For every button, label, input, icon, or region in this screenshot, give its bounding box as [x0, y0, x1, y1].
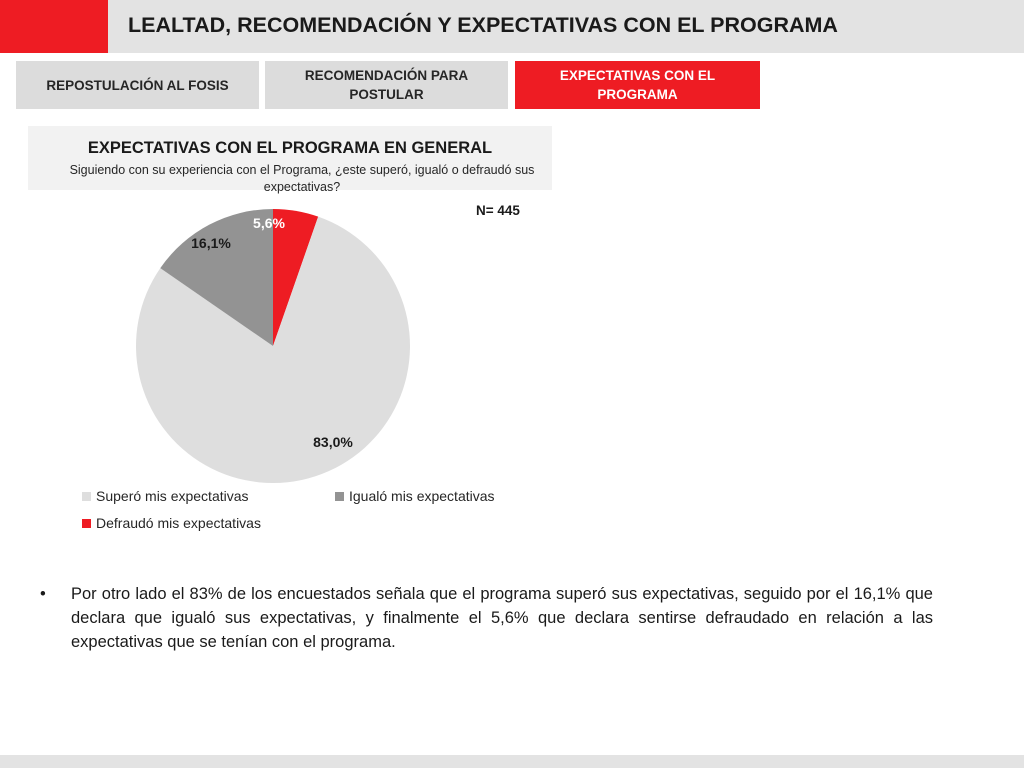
- page-title: LEALTAD, RECOMENDACIÓN Y EXPECTATIVAS CO…: [128, 13, 838, 37]
- tab-expectativas[interactable]: EXPECTATIVAS CON EL PROGRAMA: [515, 61, 760, 109]
- tab-label: REPOSTULACIÓN AL FOSIS: [46, 77, 229, 93]
- legend-item-igualo: Igualó mis expectativas: [335, 488, 495, 504]
- pie-chart: 5,6% 83,0% 16,1%: [136, 209, 411, 483]
- tab-repostulacion[interactable]: REPOSTULACIÓN AL FOSIS: [16, 61, 259, 109]
- summary-text: Por otro lado el 83% de los encuestados …: [71, 585, 933, 651]
- chart-subtitle: Siguiendo con su experiencia con el Prog…: [69, 163, 535, 194]
- legend-label: Superó mis expectativas: [96, 488, 249, 504]
- header-bar: [0, 0, 1024, 53]
- pie-slice-supero: [136, 216, 411, 483]
- tab-label: EXPECTATIVAS CON EL PROGRAMA: [559, 68, 716, 102]
- bullet-icon: •: [40, 585, 46, 603]
- header-accent-block: [0, 0, 108, 53]
- pie-data-label: 83,0%: [313, 434, 353, 450]
- chart-title: EXPECTATIVAS CON EL PROGRAMA EN GENERAL: [87, 139, 493, 157]
- pie-data-label: 16,1%: [191, 235, 231, 251]
- pie-slice-defraudo: [273, 209, 319, 346]
- legend-item-defraudo: Defraudó mis expectativas: [82, 515, 261, 531]
- legend-swatch: [82, 491, 91, 501]
- legend-label: Igualó mis expectativas: [349, 488, 495, 504]
- tab-recomendacion[interactable]: RECOMENDACIÓN PARA POSTULAR: [265, 61, 508, 109]
- legend-label: Defraudó mis expectativas: [96, 515, 261, 531]
- chart-header: EXPECTATIVAS CON EL PROGRAMA EN GENERAL …: [28, 126, 552, 194]
- footer-bar: [0, 755, 1024, 768]
- pie-data-label: 5,6%: [253, 215, 285, 231]
- legend-swatch: [335, 491, 344, 501]
- tab-label: RECOMENDACIÓN PARA POSTULAR: [304, 68, 469, 102]
- legend-swatch: [82, 518, 91, 528]
- pie-slice-igualo: [160, 209, 273, 346]
- sample-size-label: N= 445: [476, 203, 520, 218]
- legend-item-supero: Superó mis expectativas: [82, 488, 249, 504]
